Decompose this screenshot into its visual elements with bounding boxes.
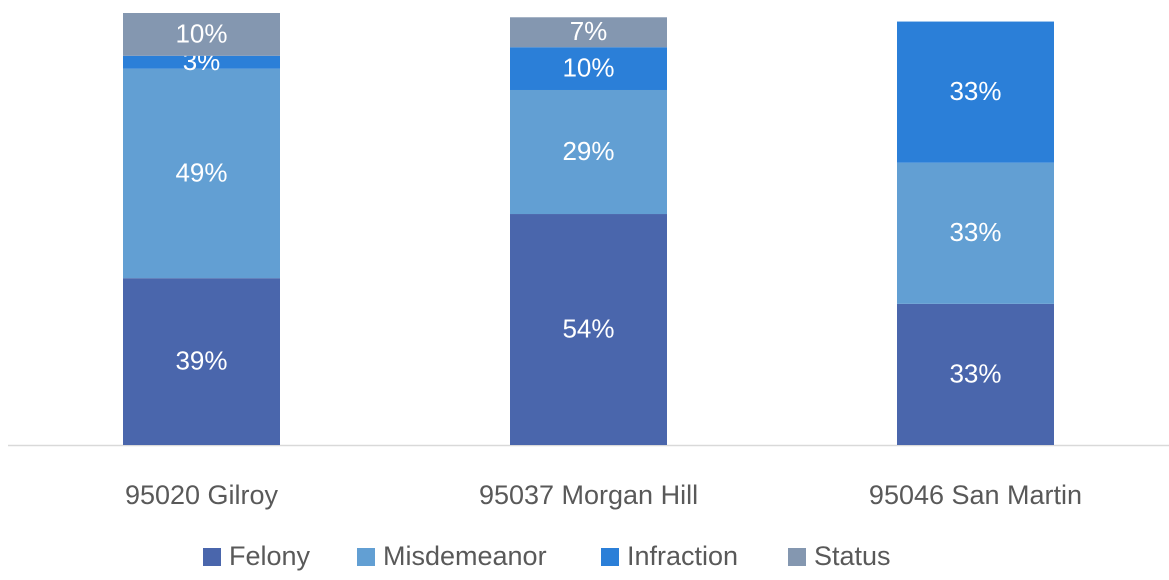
bar-segment <box>123 55 280 69</box>
data-label: 29% <box>562 136 614 166</box>
data-label: 49% <box>175 157 227 187</box>
data-label: 33% <box>949 217 1001 247</box>
legend-swatch <box>357 548 375 566</box>
bar-segment <box>897 21 1054 163</box>
data-label: 7% <box>570 16 608 46</box>
legend-swatch <box>203 548 221 566</box>
bar-segment <box>897 303 1054 445</box>
legend-swatch <box>788 548 806 566</box>
x-tick-label: 95046 San Martin <box>869 480 1082 510</box>
data-label: 33% <box>949 358 1001 388</box>
legend-label: Status <box>814 541 891 571</box>
bar-segment <box>123 278 280 445</box>
x-tick-label: 95037 Morgan Hill <box>479 480 698 510</box>
data-label: 33% <box>949 76 1001 106</box>
legend-label: Misdemeanor <box>383 541 547 571</box>
bar-segment <box>123 68 280 279</box>
x-tick-label: 95020 Gilroy <box>125 480 279 510</box>
bar-segment <box>510 89 667 215</box>
bar-segment <box>123 13 280 56</box>
data-label: 54% <box>562 313 614 343</box>
legend-swatch <box>601 548 619 566</box>
data-label: 10% <box>175 18 227 48</box>
data-label: 10% <box>562 52 614 82</box>
bar-segment <box>510 214 667 445</box>
bar-segment <box>897 162 1054 304</box>
bar-segment <box>510 47 667 90</box>
data-label: 39% <box>175 345 227 375</box>
legend-label: Infraction <box>627 541 738 571</box>
bar-segment <box>510 17 667 48</box>
legend-label: Felony <box>229 541 311 571</box>
